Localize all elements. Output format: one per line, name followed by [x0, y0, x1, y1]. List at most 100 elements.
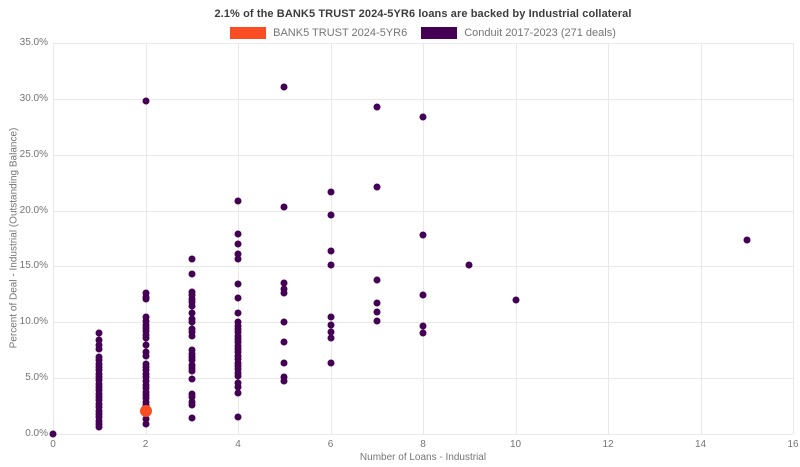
data-point — [327, 188, 334, 196]
data-point — [142, 420, 149, 428]
v-gridline — [608, 43, 609, 434]
data-point — [188, 255, 196, 263]
data-point — [419, 113, 427, 121]
data-point — [280, 338, 288, 346]
data-point — [142, 352, 149, 360]
y-tick-label: 5.0% — [25, 372, 48, 384]
data-point — [280, 289, 288, 297]
data-point — [419, 291, 427, 299]
v-gridline — [700, 43, 702, 434]
data-point — [95, 345, 103, 353]
data-point — [465, 261, 473, 269]
x-tick-label: 0 — [50, 439, 56, 450]
data-point — [280, 318, 288, 326]
data-point — [188, 270, 196, 278]
y-tick-label: 0.0% — [25, 428, 48, 439]
x-tick-label: 6 — [327, 439, 334, 450]
data-point — [95, 423, 103, 431]
data-point — [419, 329, 427, 337]
data-point — [142, 313, 149, 321]
data-point — [234, 389, 242, 397]
chart-title: 2.1% of the BANK5 TRUST 2024-5YR6 loans … — [214, 8, 632, 20]
y-tick-label: 10.0% — [19, 316, 48, 328]
data-point — [280, 373, 288, 381]
data-point — [188, 318, 196, 326]
data-point — [188, 332, 196, 340]
data-point — [234, 383, 242, 391]
data-point — [373, 103, 381, 111]
y-tick-label: 30.0% — [19, 92, 48, 104]
legend-item-0[interactable]: BANK5 TRUST 2024-5YR6 — [230, 27, 407, 39]
data-point — [142, 334, 149, 342]
data-point — [142, 295, 149, 303]
data-point — [280, 377, 288, 385]
data-point — [188, 393, 196, 401]
v-gridline — [238, 43, 239, 434]
data-point — [49, 430, 57, 438]
data-point — [327, 247, 334, 255]
data-point — [234, 309, 242, 317]
data-point — [234, 379, 242, 387]
v-gridline — [330, 43, 332, 434]
data-point — [373, 183, 381, 191]
v-gridline — [515, 43, 517, 434]
y-tick-label: 35.0% — [19, 37, 48, 48]
data-point — [373, 276, 381, 284]
data-point — [234, 372, 242, 380]
y-tick-label: 25.0% — [19, 148, 48, 160]
data-point — [327, 261, 334, 269]
data-point — [234, 230, 242, 238]
x-tick-label: 16 — [787, 439, 799, 450]
data-point — [188, 414, 196, 422]
legend-item-1[interactable]: Conduit 2017-2023 (271 deals) — [421, 27, 616, 39]
data-point — [188, 302, 196, 310]
data-point — [280, 203, 288, 211]
data-point — [234, 197, 242, 205]
data-point — [373, 308, 381, 316]
data-point — [327, 334, 334, 342]
data-point — [188, 309, 196, 317]
data-point — [142, 373, 149, 381]
legend-label: Conduit 2017-2023 (271 deals) — [464, 27, 616, 39]
data-point — [95, 336, 103, 344]
data-point — [95, 341, 103, 349]
y-tick-label: 15.0% — [19, 260, 48, 272]
plot-area — [49, 43, 794, 438]
highlight-data-point — [139, 404, 152, 417]
data-point — [234, 280, 242, 288]
legend-label: BANK5 TRUST 2024-5YR6 — [273, 27, 408, 39]
data-point — [234, 250, 242, 258]
data-point — [743, 236, 751, 244]
data-point — [419, 322, 427, 330]
data-point — [373, 317, 381, 325]
v-gridline — [53, 43, 54, 434]
x-tick-label: 4 — [235, 439, 241, 450]
v-gridline — [145, 43, 147, 434]
h-gridline — [53, 434, 793, 435]
data-point — [142, 415, 149, 423]
x-tick-label: 8 — [420, 439, 426, 450]
data-point — [280, 279, 288, 287]
data-point — [280, 83, 288, 91]
data-point — [188, 401, 196, 409]
data-point — [512, 296, 519, 304]
data-point — [327, 321, 334, 329]
data-point — [188, 356, 196, 364]
x-tick-label: 12 — [602, 439, 614, 450]
data-point — [188, 375, 196, 383]
data-point — [95, 329, 103, 337]
v-gridline — [793, 43, 794, 434]
x-tick-label: 14 — [694, 439, 707, 450]
legend: BANK5 TRUST 2024-5YR6 Conduit 2017-2023 (… — [53, 27, 793, 39]
x-axis-label: Number of Loans - Industrial — [359, 452, 487, 463]
data-point — [419, 231, 427, 239]
data-point — [327, 359, 334, 366]
legend-swatch — [421, 27, 458, 39]
data-point — [373, 299, 381, 307]
data-point — [280, 359, 288, 366]
y-tick-label: 20.0% — [19, 204, 48, 216]
x-tick-label: 10 — [509, 439, 522, 450]
data-point — [280, 285, 288, 293]
x-tick-label: 2 — [142, 439, 149, 450]
